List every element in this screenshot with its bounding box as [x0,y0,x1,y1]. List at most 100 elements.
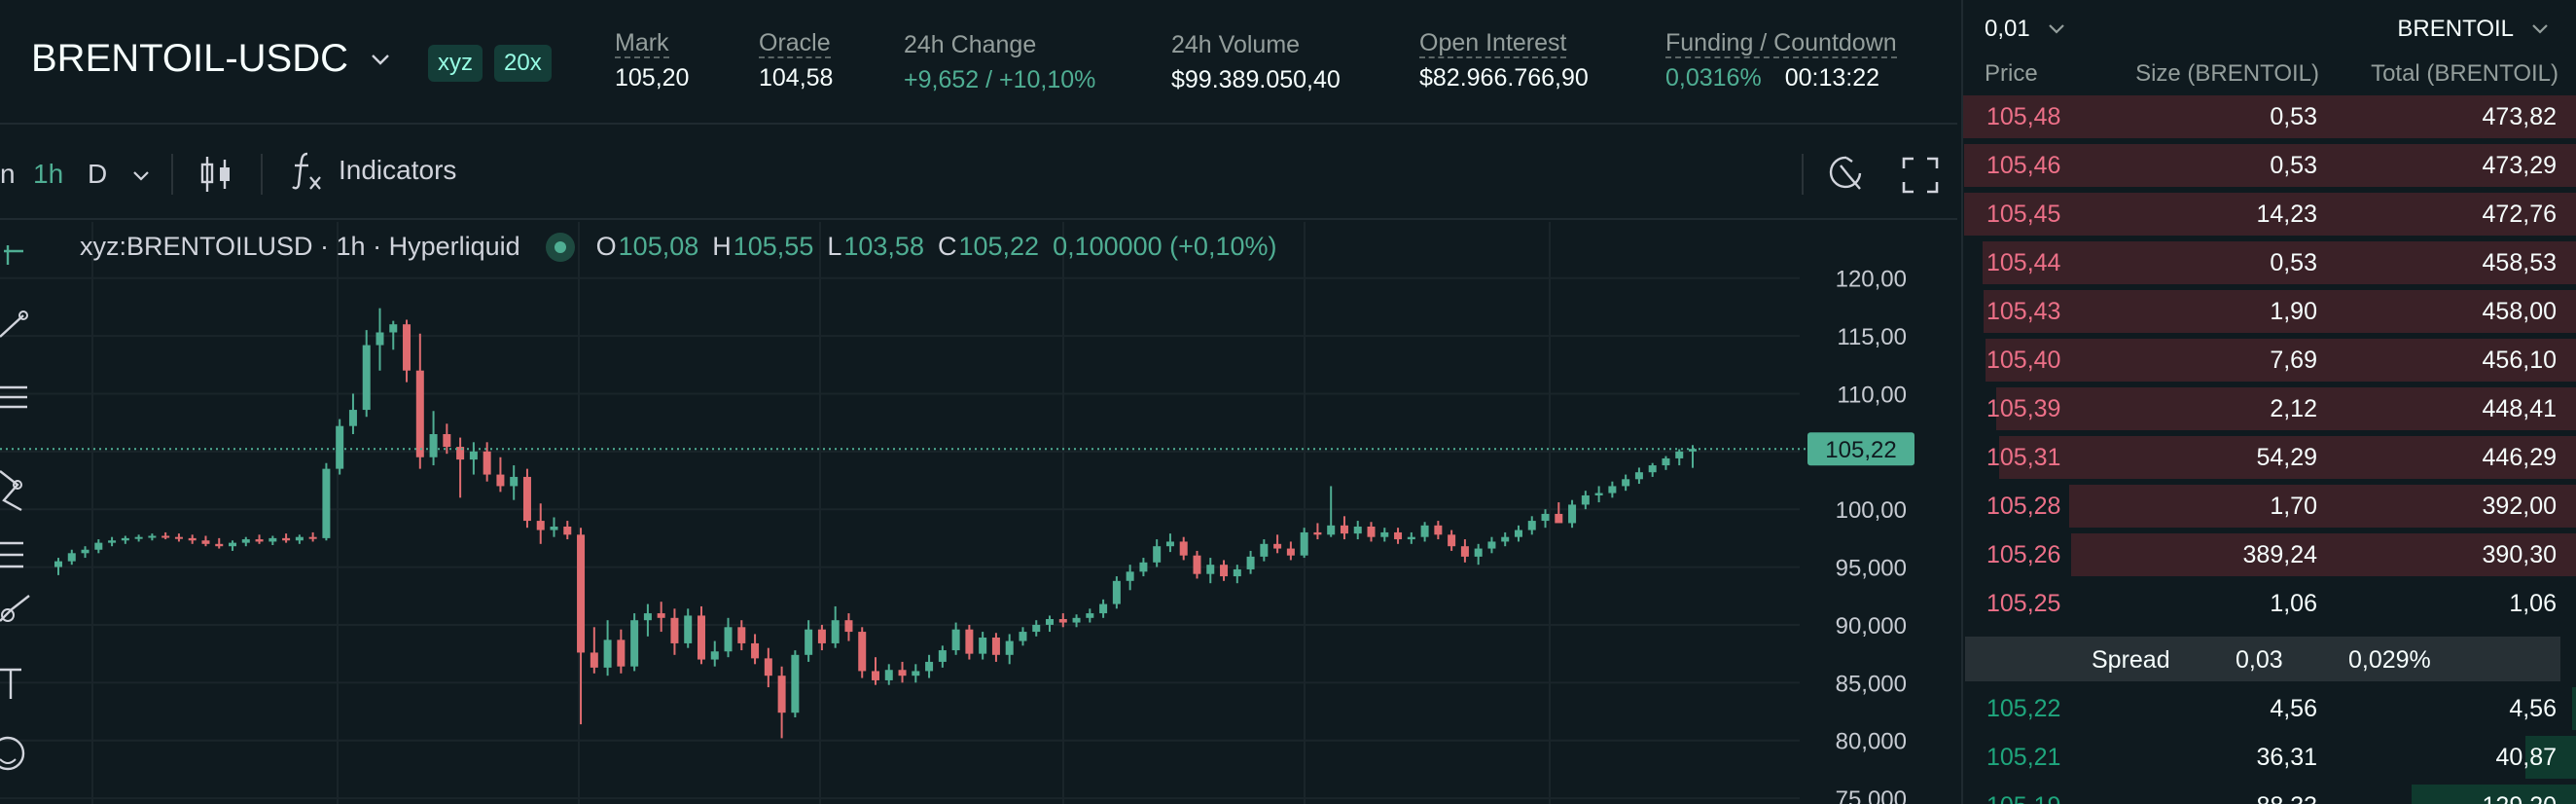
candle [1608,481,1617,498]
col-total: Total (BRENTOIL) [2371,60,2558,87]
candle [1541,509,1550,529]
bid-level-row[interactable]: 105,19 88,33 129,20 [1963,783,2576,804]
trendline-icon[interactable] [0,311,28,338]
candle-body [630,620,639,667]
candle-body [1608,486,1617,493]
candle-body [1555,513,1563,524]
level-price: 105,22 [1986,695,2061,722]
mark-label[interactable]: Mark [615,29,669,58]
candle-body [94,542,103,550]
interval-partial[interactable]: n [0,159,16,189]
candle [1032,620,1041,637]
level-size: 36,31 [2256,744,2317,771]
fullscreen-icon[interactable] [1901,156,1940,195]
ask-level-row[interactable]: 105,46 0,53 473,29 [1963,142,2576,187]
level-price: 105,25 [1986,590,2061,617]
level-total: 392,00 [2482,493,2557,520]
leverage-badge[interactable]: 20x [494,45,552,82]
candle [912,664,920,683]
text-icon[interactable] [0,668,21,699]
ask-level-row[interactable]: 105,45 14,23 472,76 [1963,191,2576,236]
candle [1594,486,1603,503]
candle-body [617,640,626,667]
divider [261,154,263,195]
candle-body [805,629,813,655]
candle [603,620,612,676]
candle-body [1206,565,1215,574]
brush-icon[interactable] [0,595,30,622]
ask-level-row[interactable]: 105,26 389,24 390,30 [1963,531,2576,576]
candle-type-icon[interactable] [198,154,233,195]
candle [348,393,357,434]
spread-value: 0,03 [2236,646,2283,674]
candle-body [1434,525,1443,535]
pair-name: BRENTOIL-USDC [31,37,348,80]
ask-level-row[interactable]: 105,44 0,53 458,53 [1963,239,2576,284]
candle [81,546,89,559]
interval-day[interactable]: D [88,159,108,189]
candle-body [1527,521,1536,530]
ask-level-row[interactable]: 105,28 1,70 392,00 [1963,483,2576,528]
crosshair-icon[interactable] [4,245,23,265]
funding-values: 0,0316% 00:13:22 [1665,64,1897,92]
candle-body [831,620,840,643]
depth-bar [1986,339,2576,382]
volume-24h: 24h Volume $99.389.050,40 [1171,29,1341,94]
market-header: BRENTOIL-USDC xyz 20x Mark 105,20 Oracle… [0,0,1957,125]
depth-bar [2524,736,2576,779]
replay-icon[interactable] [1827,152,1866,195]
bid-level-row[interactable]: 105,21 36,31 40,87 [1963,734,2576,779]
oracle-label[interactable]: Oracle [759,29,831,58]
symbol-label[interactable]: xyz:BRENTOILUSD · 1h · Hyperliquid [80,232,520,261]
candle [229,540,237,551]
oi-label[interactable]: Open Interest [1419,29,1567,58]
candle [1206,558,1215,584]
candle-body [1367,527,1376,537]
candle [1622,474,1630,492]
ask-level-row[interactable]: 105,48 0,53 473,82 [1963,93,2576,138]
candle [791,650,800,717]
ask-level-row[interactable]: 105,43 1,90 458,00 [1963,288,2576,333]
level-price: 105,40 [1986,347,2061,374]
candle-body [1099,603,1108,614]
fib-icon[interactable] [0,385,27,409]
candle [1648,462,1657,477]
pattern-icon[interactable] [0,470,22,512]
emoji-icon[interactable] [0,736,25,771]
ask-level-row[interactable]: 105,25 1,06 1,06 [1963,580,2576,625]
candle [1662,456,1670,470]
candle [215,537,224,549]
price-tick-label: 100,00 [1836,497,1907,524]
ask-level-row[interactable]: 105,40 7,69 456,10 [1963,337,2576,382]
ask-level-row[interactable]: 105,31 54,29 446,29 [1963,434,2576,479]
candle [1380,528,1389,542]
candle-body [522,476,531,522]
indicators-button[interactable]: Indicators [290,152,456,190]
candle-body [1072,617,1081,623]
candle [443,423,451,455]
size-unit-select[interactable]: BRENTOIL [2397,16,2549,43]
candle-body [429,434,438,457]
forecast-icon[interactable] [0,541,23,568]
candle-body [737,627,746,643]
price-chart[interactable]: 120,00115,00110,00105,00100,0095,00090,0… [0,222,1957,804]
funding-label[interactable]: Funding / Countdown [1665,29,1897,58]
interval-chevron-icon[interactable] [132,169,150,183]
ask-level-row[interactable]: 105,39 2,12 448,41 [1963,385,2576,430]
close-key: C [937,232,957,261]
level-price: 105,28 [1986,493,2061,520]
interval-1h[interactable]: 1h [33,159,64,189]
level-total: 4,56 [2509,695,2557,722]
candle-body [1005,640,1014,655]
candle [1501,531,1510,547]
bid-level-row[interactable]: 105,22 4,56 4,56 [1963,685,2576,730]
tick-size-select[interactable]: 0,01 [1985,16,2065,43]
candle [643,603,652,637]
candle-body [590,652,598,668]
candle-body [348,410,357,426]
candle [161,531,170,540]
candle [376,308,384,371]
pair-selector[interactable]: BRENTOIL-USDC [31,37,391,81]
candle [1220,560,1229,581]
low-value: 103,58 [843,232,924,261]
